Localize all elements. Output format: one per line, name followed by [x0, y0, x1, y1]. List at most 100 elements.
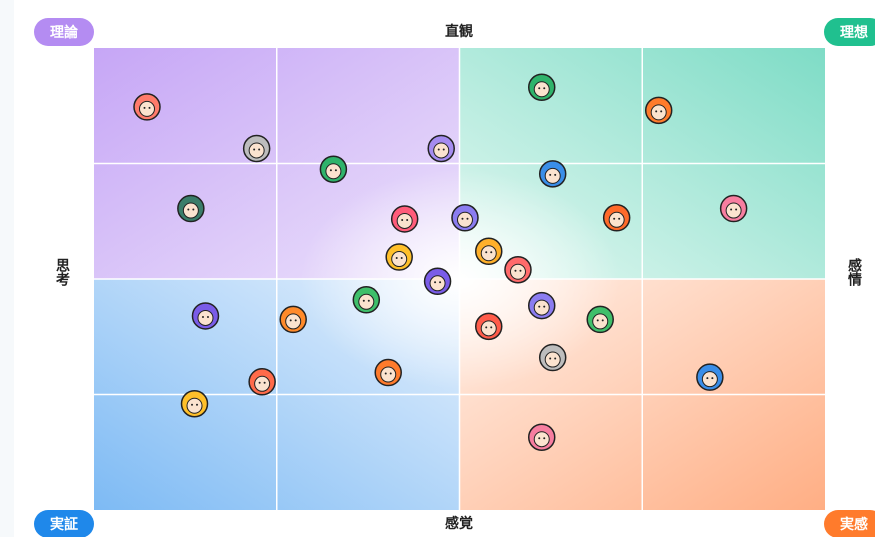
- avatar-eye: [485, 326, 487, 328]
- avatar-face: [286, 314, 301, 329]
- avatar: [529, 74, 555, 100]
- avatar-eye: [439, 281, 441, 283]
- avatar-eye: [461, 218, 463, 220]
- avatar: [386, 244, 412, 270]
- avatar-eye: [335, 169, 337, 171]
- left-label: 思考: [54, 258, 70, 287]
- avatar: [280, 306, 306, 332]
- avatar-eye: [538, 306, 540, 308]
- avatar-eye: [196, 404, 198, 406]
- avatar: [505, 257, 531, 283]
- avatar-eye: [207, 316, 209, 318]
- avatar-eye: [554, 174, 556, 176]
- bottom-label: 感覚: [445, 515, 473, 532]
- avatar-face: [534, 300, 549, 315]
- avatar-eye: [259, 382, 261, 384]
- avatar: [540, 345, 566, 371]
- avatar-eye: [618, 218, 620, 220]
- avatar: [178, 196, 204, 222]
- avatar: [452, 205, 478, 231]
- avatar-face: [593, 314, 608, 329]
- avatar-eye: [295, 319, 297, 321]
- avatar-eye: [401, 219, 403, 221]
- avatar-eye: [401, 257, 403, 259]
- avatar-eye: [519, 270, 521, 272]
- avatar: [529, 424, 555, 450]
- avatar-eye: [735, 209, 737, 211]
- corner-label: 理論: [50, 24, 79, 41]
- avatar: [604, 205, 630, 231]
- avatar: [375, 360, 401, 386]
- avatar-eye: [602, 319, 604, 321]
- avatar-eye: [385, 373, 387, 375]
- avatar-face: [481, 321, 496, 336]
- avatar-face: [534, 82, 549, 97]
- avatar: [425, 268, 451, 294]
- avatar-eye: [264, 382, 266, 384]
- avatar-eye: [485, 251, 487, 253]
- avatar: [192, 303, 218, 329]
- avatar-eye: [543, 87, 545, 89]
- avatar-eye: [543, 437, 545, 439]
- avatar-eye: [554, 358, 556, 360]
- avatar-face: [726, 203, 741, 218]
- avatar-eye: [202, 316, 204, 318]
- avatar-face: [397, 213, 412, 228]
- avatar-face: [545, 168, 560, 183]
- avatar-eye: [443, 148, 445, 150]
- avatar-eye: [538, 87, 540, 89]
- avatar: [320, 156, 346, 182]
- avatar-eye: [706, 377, 708, 379]
- avatar-face: [392, 252, 407, 267]
- avatar: [249, 369, 275, 395]
- avatar-face: [534, 432, 549, 447]
- avatar-eye: [549, 174, 551, 176]
- avatar: [697, 364, 723, 390]
- top-label: 直観: [445, 23, 473, 40]
- avatar: [476, 238, 502, 264]
- avatar-eye: [597, 319, 599, 321]
- avatar-eye: [390, 373, 392, 375]
- right-label: 感情: [846, 257, 862, 287]
- avatar-eye: [368, 300, 370, 302]
- corner-label: 実感: [840, 516, 868, 533]
- avatar-face: [702, 372, 717, 387]
- avatar-face: [457, 212, 472, 227]
- avatar-face: [651, 105, 666, 120]
- avatar: [540, 161, 566, 187]
- avatar-eye: [187, 209, 189, 211]
- avatar-face: [139, 101, 154, 116]
- avatar-eye: [490, 326, 492, 328]
- avatar: [134, 94, 160, 120]
- avatar-face: [249, 143, 264, 158]
- avatar-eye: [406, 219, 408, 221]
- avatar-eye: [549, 358, 551, 360]
- sidebar-edge: [0, 0, 14, 537]
- avatar-eye: [438, 148, 440, 150]
- avatar-eye: [490, 251, 492, 253]
- avatar-eye: [543, 306, 545, 308]
- avatar-eye: [730, 209, 732, 211]
- avatar: [721, 196, 747, 222]
- avatar-face: [609, 212, 624, 227]
- avatar-eye: [363, 300, 365, 302]
- avatar-eye: [434, 281, 436, 283]
- avatar-eye: [613, 218, 615, 220]
- avatar-face: [481, 246, 496, 261]
- avatar-eye: [191, 404, 193, 406]
- avatar-eye: [660, 110, 662, 112]
- avatar-face: [255, 376, 270, 391]
- avatar-eye: [258, 148, 260, 150]
- avatar-face: [434, 143, 449, 158]
- avatar-face: [187, 398, 202, 413]
- avatar-face: [183, 203, 198, 218]
- avatar-eye: [466, 218, 468, 220]
- avatar-eye: [148, 107, 150, 109]
- avatar: [244, 135, 270, 161]
- avatar-face: [381, 367, 396, 382]
- avatar-face: [430, 276, 445, 291]
- avatar-eye: [538, 437, 540, 439]
- quadrant-chart: 直観 感覚 思考 感情 理論理想実証実感: [0, 0, 875, 537]
- avatar-eye: [396, 257, 398, 259]
- avatar-eye: [290, 319, 292, 321]
